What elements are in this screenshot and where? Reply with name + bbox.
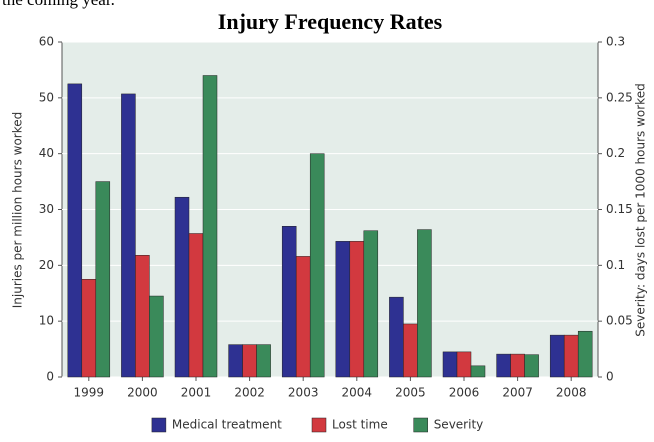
legend-label: Medical treatment [172,418,282,432]
x-tick-label: 2001 [181,386,212,400]
legend-swatch [413,417,428,433]
y2-axis-label: Severity: days lost per 1000 hours worke… [634,83,648,336]
bar [335,241,351,378]
y2-tick-label: 0.25 [606,90,633,104]
y2-tick-label: 0.1 [606,258,625,272]
bar [389,296,404,378]
x-tick-label: 2002 [234,386,265,400]
y2-tick-label: 0.15 [606,202,633,216]
y-axis-label: Injuries per million hours worked [11,112,25,309]
bar [281,226,297,378]
bar [456,351,472,378]
x-tick-label: 2006 [449,386,480,400]
y-tick-label: 0 [46,370,54,384]
bar [174,196,190,378]
bar [309,153,325,378]
x-tick-label: 2005 [395,386,426,400]
chart-title: Injury Frequency Rates [218,9,443,34]
x-tick-label: 2000 [127,386,158,400]
bar [135,255,150,378]
x-tick-label: 2004 [342,386,373,400]
bar [442,351,458,378]
y-tick-label: 20 [39,258,54,272]
legend-swatch [151,417,167,433]
bar [256,344,271,378]
bar [563,334,579,378]
bar [67,83,83,378]
bar [496,353,511,378]
y2-tick-label: 0.2 [606,146,625,160]
x-tick-label: 2003 [288,386,319,400]
bar [524,354,539,378]
bar [95,181,111,378]
bar [403,323,418,378]
x-tick-label: 2007 [502,386,533,400]
y2-tick-label: 0 [606,370,614,384]
bar [202,75,218,378]
bar [417,229,432,378]
y-tick-label: 10 [39,314,54,328]
legend-label: Lost time [332,418,388,432]
bar [188,233,204,378]
bar [363,230,379,378]
y-tick-label: 60 [39,35,54,49]
bar [510,353,525,378]
legend-label: Severity [434,418,484,432]
legend-swatch [311,417,327,433]
y-tick-label: 30 [39,202,54,216]
bar [228,344,243,378]
page-text: the coming year. [2,0,115,9]
bar [242,344,257,378]
bar [470,365,486,378]
bar [349,241,365,378]
y2-tick-label: 0.05 [606,314,633,328]
bar [121,93,136,378]
x-tick-label: 2008 [556,386,587,400]
bar [577,330,593,378]
bar [295,256,311,378]
bar [81,279,97,378]
y-tick-label: 40 [39,146,54,160]
x-tick-label: 1999 [74,386,105,400]
y2-tick-label: 0.3 [606,35,625,49]
bar [549,334,565,378]
y-tick-label: 50 [39,90,54,104]
bar [149,295,164,378]
